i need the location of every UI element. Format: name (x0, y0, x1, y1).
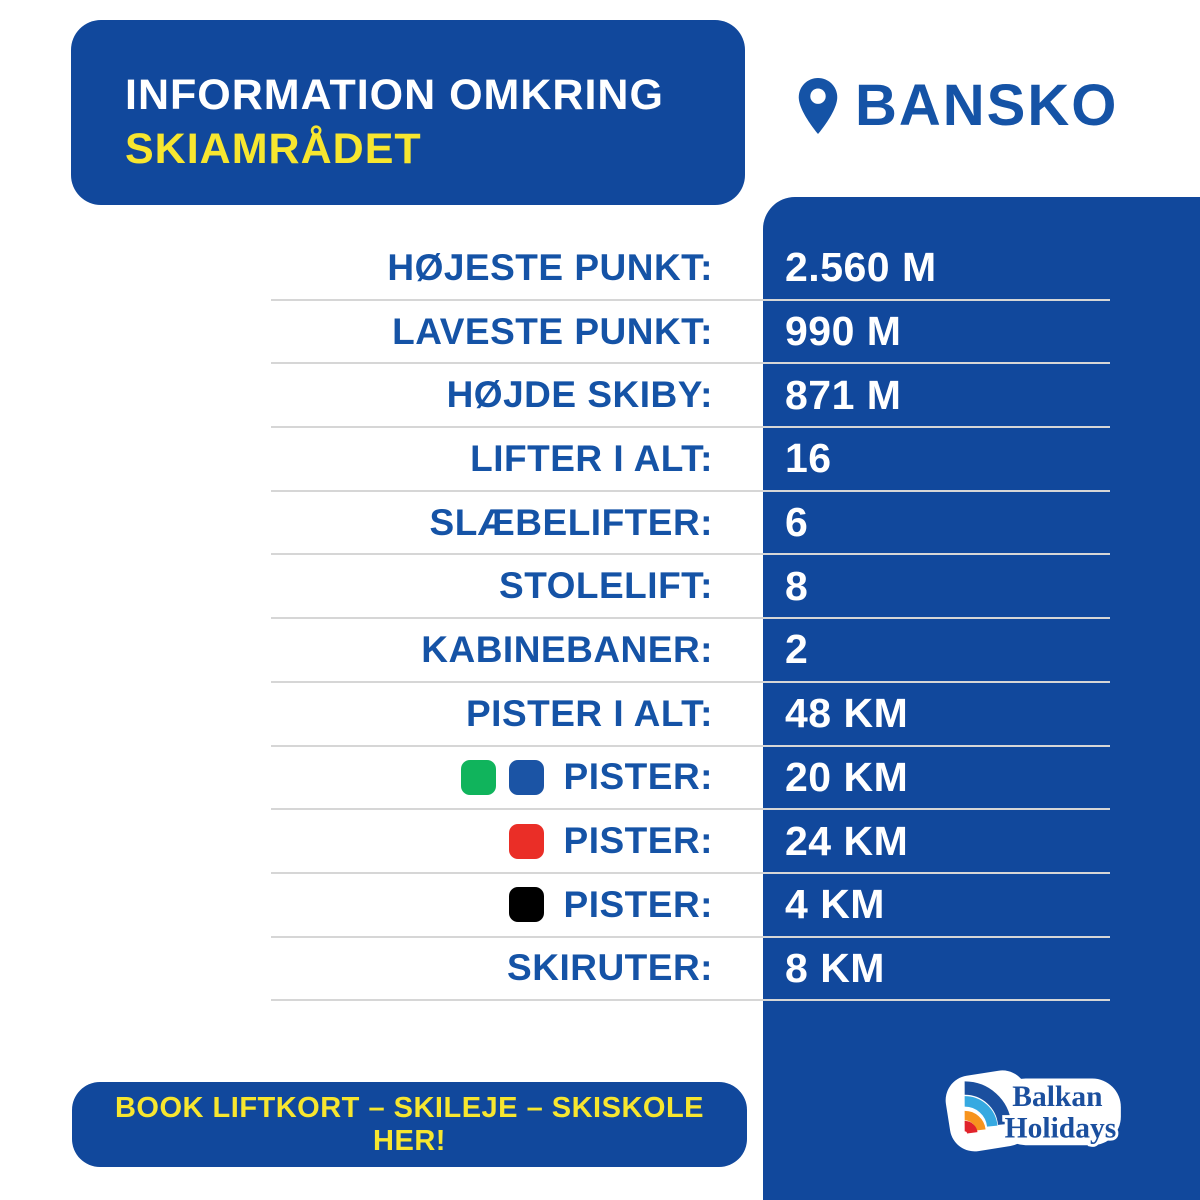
row-label: SLÆBELIFTER: (429, 501, 713, 543)
row-value: 20 KM (785, 753, 909, 800)
row-value: 4 KM (785, 881, 885, 928)
location: BANSKO (797, 72, 1118, 139)
book-cta-button[interactable]: BOOK LIFTKORT – SKILEJE – SKISKOLE HER! (72, 1082, 747, 1167)
row-divider (271, 362, 1110, 365)
header-card: INFORMATION OMKRING SKIAMRÅDET (71, 20, 745, 205)
row-value: 2 (785, 626, 809, 673)
row-value: 48 KM (785, 690, 909, 737)
info-table: HØJESTE PUNKT: 2.560 M LAVESTE PUNKT: 990 M… (72, 236, 1200, 1002)
row-label: PISTER: (72, 884, 713, 926)
row-label: PISTER: (72, 756, 713, 798)
row-divider (271, 935, 1110, 938)
row-value: 6 (785, 499, 809, 546)
row-label: HØJESTE PUNKT: (387, 246, 713, 288)
logo-text-line2: Holidays (1005, 1113, 1117, 1145)
table-row: PISTER: 24 KM (72, 809, 1200, 874)
table-row: KABINEBANER: 2 (72, 618, 1200, 683)
row-divider (271, 680, 1110, 683)
row-value: 2.560 M (785, 244, 937, 291)
resort-name: BANSKO (855, 73, 1119, 138)
table-row: PISTER I ALT: 48 KM (72, 682, 1200, 747)
row-label: LIFTER I ALT: (470, 437, 713, 479)
row-value: 8 (785, 562, 809, 609)
location-pin-icon (798, 77, 838, 134)
row-divider (271, 744, 1110, 747)
row-value: 24 KM (785, 817, 909, 864)
row-divider (271, 808, 1110, 811)
table-row: PISTER: 4 KM (72, 873, 1200, 938)
blue-piste-marker-icon (508, 759, 544, 795)
row-divider (271, 617, 1110, 620)
black-piste-marker-icon (508, 887, 544, 923)
table-row: STOLELIFT: 8 (72, 554, 1200, 620)
table-row: LAVESTE PUNKT: 990 M (72, 300, 1200, 365)
table-row: PISTER: 20 KM (72, 746, 1200, 811)
row-divider (271, 426, 1110, 429)
row-divider (271, 999, 1110, 1002)
row-divider (271, 871, 1110, 874)
row-value: 16 (785, 435, 832, 482)
logo-text-line1: Balkan (1012, 1081, 1102, 1113)
balkan-holidays-logo: Balkan Holidays (945, 1070, 1121, 1152)
row-value: 8 KM (785, 944, 885, 991)
row-label: HØJDE SKIBY: (446, 374, 713, 416)
row-label: KABINEBANER: (421, 628, 713, 670)
row-divider (271, 553, 1110, 556)
row-value: 990 M (785, 308, 902, 355)
row-label: LAVESTE PUNKT: (392, 310, 713, 352)
row-label: SKIRUTER: (507, 947, 713, 989)
row-label: PISTER: (72, 820, 713, 862)
page-title-line2: SKIAMRÅDET (125, 125, 422, 173)
row-divider (271, 489, 1110, 492)
row-label: PISTER I ALT: (466, 692, 713, 734)
table-row: HØJESTE PUNKT: 2.560 M (72, 236, 1200, 301)
red-piste-marker-icon (508, 823, 544, 859)
row-label: STOLELIFT: (499, 565, 713, 607)
row-divider (271, 298, 1110, 301)
table-row: HØJDE SKIBY: 871 M (72, 363, 1200, 429)
page-title-line1: INFORMATION OMKRING (125, 71, 664, 119)
table-row: SKIRUTER: 8 KM (72, 937, 1200, 1002)
table-row: SLÆBELIFTER: 6 (72, 491, 1200, 556)
row-value: 871 M (785, 371, 902, 418)
logo-fan-icon (945, 1070, 1121, 1152)
table-row: LIFTER I ALT: 16 (72, 427, 1200, 492)
green-piste-marker-icon (460, 759, 496, 795)
